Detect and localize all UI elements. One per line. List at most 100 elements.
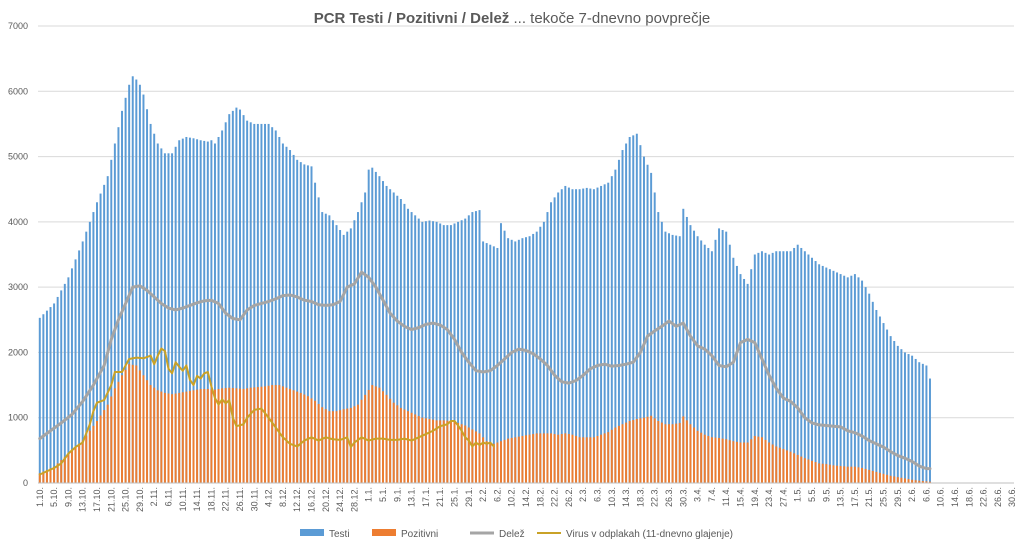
pozitivni-bar	[414, 414, 417, 483]
pozitivni-bar	[188, 390, 191, 483]
pozitivni-bar	[832, 465, 835, 483]
pozitivni-bar	[900, 477, 903, 483]
pozitivni-bar	[507, 438, 510, 483]
testi-bar	[274, 130, 277, 483]
testi-bar	[789, 251, 792, 483]
pozitivni-bar	[546, 433, 549, 483]
pozitivni-bar	[442, 420, 445, 483]
x-tick-label: 29.10.	[135, 487, 145, 512]
testi-bar	[342, 234, 345, 483]
testi-bar	[407, 208, 410, 484]
pozitivni-bar	[149, 385, 152, 483]
x-axis-ticks: 1.10. 5.10. 9.10. 13.10. 17.10. 21.10. 25.10. 2…	[35, 487, 1017, 512]
pozitivni-bar	[564, 433, 567, 483]
pozitivni-bar	[875, 471, 878, 483]
testi-bar	[435, 221, 438, 484]
series-delez	[38, 270, 932, 471]
virus-line	[38, 347, 495, 476]
testi-bar	[446, 225, 449, 483]
x-tick-label: 4.12.	[264, 487, 274, 507]
testi-bar	[868, 293, 871, 483]
x-tick-label: 22.2.	[550, 487, 560, 507]
pozitivni-bar	[446, 420, 449, 483]
pozitivni-bar	[542, 433, 545, 483]
testi-bar	[878, 316, 881, 483]
pozitivni-bar	[228, 387, 231, 483]
testi-bar	[303, 164, 306, 483]
x-tick-label: 21.1.	[435, 487, 445, 507]
pozitivni-bar	[550, 433, 553, 483]
testi-bar	[757, 252, 760, 483]
pozitivni-bar	[181, 392, 184, 483]
testi-bar	[668, 233, 670, 483]
x-tick-label: 7.4.	[707, 487, 717, 502]
pozitivni-bar	[246, 388, 249, 483]
pozitivni-bar	[346, 408, 349, 483]
pozitivni-bar	[739, 442, 742, 483]
testi-bar	[929, 378, 931, 483]
testi-bar	[750, 269, 753, 483]
y-tick-label: 2000	[8, 347, 28, 357]
testi-bar	[210, 140, 213, 483]
y-axis-ticks: 0 1000 2000 3000 4000 5000 6000 7000	[8, 21, 28, 488]
pozitivni-bar	[517, 436, 520, 483]
pozitivni-bar	[657, 420, 660, 483]
pozitivni-bar	[607, 432, 610, 483]
pozitivni-bar	[757, 436, 760, 483]
pozitivni-bar	[421, 417, 424, 483]
pozitivni-bar	[514, 437, 517, 483]
y-tick-label: 5000	[8, 152, 28, 162]
pozitivni-bar	[807, 459, 810, 483]
pozitivni-bar	[532, 434, 535, 483]
series-testi	[38, 76, 931, 484]
testi-bar	[607, 182, 610, 483]
testi-bar	[231, 110, 234, 484]
x-tick-label: 30.3.	[678, 487, 688, 507]
testi-bar	[163, 153, 166, 483]
testi-bar	[682, 208, 685, 484]
testi-bar	[725, 231, 728, 483]
pozitivni-bar	[392, 402, 395, 483]
pozitivni-bar	[239, 388, 241, 483]
testi-bar	[760, 251, 763, 483]
testi-bar	[364, 192, 367, 484]
testi-bar	[346, 231, 349, 483]
legend-swatch	[300, 529, 324, 536]
pozitivni-bar	[575, 435, 578, 483]
testi-bar	[156, 143, 159, 483]
testi-bar	[850, 275, 853, 483]
x-tick-label: 25.1.	[450, 487, 460, 507]
pozitivni-bar	[378, 387, 381, 483]
pozitivni-bar	[592, 437, 595, 483]
pozitivni-bar	[707, 435, 710, 483]
testi-bar	[385, 185, 388, 483]
pozitivni-bar	[496, 442, 499, 483]
testi-bar	[689, 225, 692, 483]
testi-bar	[900, 349, 903, 483]
testi-bar	[828, 269, 831, 483]
pozitivni-bar	[589, 437, 592, 483]
testi-bar	[467, 215, 470, 483]
testi-bar	[335, 225, 338, 483]
testi-bar	[596, 187, 599, 483]
pozitivni-bar	[793, 453, 796, 483]
testi-bar	[564, 185, 567, 483]
testi-bar	[289, 150, 292, 484]
testi-bar	[432, 221, 435, 483]
pozitivni-bar	[703, 434, 706, 483]
testi-bar	[128, 84, 131, 483]
pozitivni-bar	[700, 432, 703, 483]
testi-bar	[735, 265, 738, 483]
x-tick-label: 6.3.	[593, 487, 603, 502]
testi-bar	[710, 251, 713, 483]
pozitivni-bar	[53, 466, 56, 483]
pozitivni-bar	[646, 416, 649, 483]
pozitivni-bar	[843, 466, 846, 483]
pozitivni-bar	[167, 393, 170, 483]
pozitivni-bar	[106, 404, 109, 483]
pozitivni-bar	[764, 439, 767, 483]
testi-bar	[281, 143, 284, 483]
pozitivni-bar	[685, 420, 688, 483]
pozitivni-bar	[557, 434, 560, 483]
testi-bar	[864, 287, 867, 483]
